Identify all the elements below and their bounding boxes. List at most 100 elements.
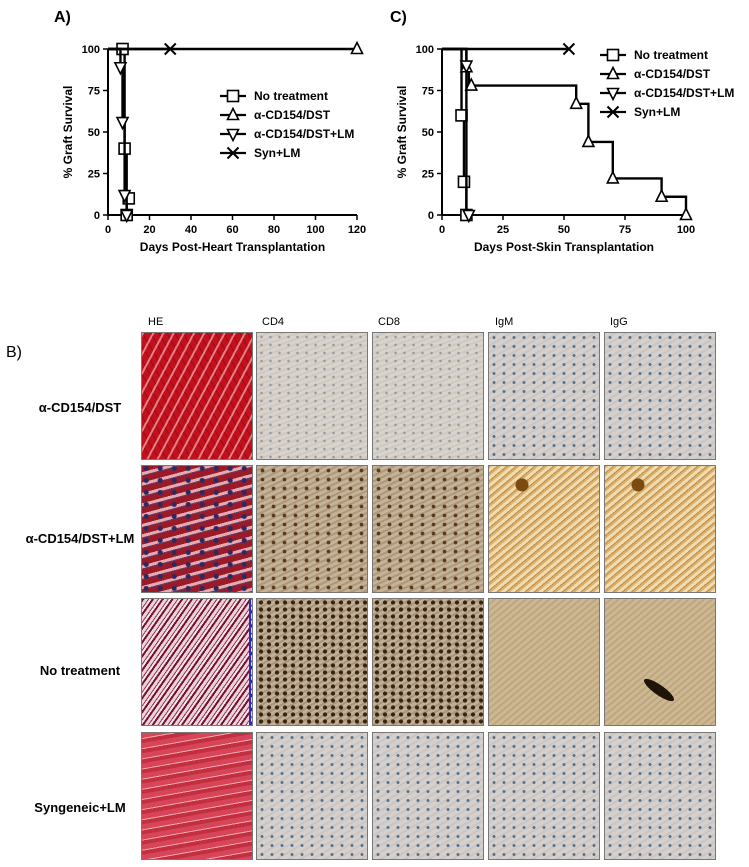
data-point-triangle-down: [459, 60, 474, 74]
panel-label: A): [54, 9, 71, 26]
legend-marker: [226, 128, 240, 143]
x-axis-label: Days Post-Skin Transplantation: [474, 240, 654, 254]
histology-he-no-treatment: [141, 598, 253, 726]
x-tick-label: 100: [677, 224, 695, 236]
row-label-cd154-dst-lm: α-CD154/DST+LM: [25, 531, 135, 546]
column-label-igg: IgG: [610, 316, 628, 328]
data-point-triangle-down: [119, 209, 134, 224]
data-point-triangle-up: [569, 95, 583, 110]
y-tick-label: 50: [88, 127, 100, 139]
histology-cd8-syngeneic-lm: [372, 732, 484, 860]
y-tick-label: 25: [422, 169, 434, 181]
x-tick-label: 80: [268, 224, 280, 236]
legend-marker: [606, 105, 620, 119]
data-point-triangle-up: [679, 206, 693, 221]
chart-c-skin: C) 0 25 50 75 100 0 25 50 75 100 Days Post-Skin Tra…: [390, 9, 734, 254]
histology-he-cd154-dst: [141, 332, 253, 460]
histology-igg-cd154-dst: [604, 332, 716, 460]
histology-cd8-cd154-dst: [372, 332, 484, 460]
legend-label: Syn+LM: [634, 105, 680, 119]
panel-label: C): [390, 9, 407, 26]
survival-charts: A) 0 25 50 75 100 0 20 40 60 80 100 120 Days Post-Hea…: [54, 9, 734, 254]
legend-marker: [606, 48, 620, 62]
legend-label: α-CD154/DST: [254, 108, 331, 122]
histology-igm-cd154-dst-lm: [488, 465, 600, 593]
histology-igg-no-treatment: [604, 598, 716, 726]
row-label-cd154-dst: α-CD154/DST: [38, 400, 122, 415]
row-label-no-treatment: No treatment: [39, 663, 121, 678]
legend-label: No treatment: [254, 89, 328, 103]
x-tick-label: 20: [143, 224, 155, 236]
legend-marker-stroke-2: [606, 105, 620, 119]
legend-label: α-CD154/DST+LM: [254, 127, 354, 141]
legend-label: α-CD154/DST: [634, 67, 711, 81]
histology-igm-no-treatment: [488, 598, 600, 726]
y-tick-label: 50: [422, 127, 434, 139]
legend-marker-stroke-2: [226, 146, 240, 160]
histology-he-cd154-dst-lm: [141, 465, 253, 593]
x-tick-label: 50: [558, 224, 570, 236]
histology-cd4-syngeneic-lm: [256, 732, 368, 860]
legend-marker: [606, 65, 620, 80]
panel-b-label: B): [6, 344, 22, 361]
legend-label: α-CD154/DST+LM: [634, 86, 734, 100]
data-point-triangle-up: [581, 133, 596, 148]
data-point-triangle-down: [462, 209, 476, 224]
x-tick-label: 100: [306, 224, 324, 236]
column-label-igm: IgM: [495, 316, 514, 328]
legend-marker: [226, 146, 240, 160]
x-tick-label: 40: [185, 224, 197, 236]
y-axis-label: % Graft Survival: [61, 86, 75, 179]
x-tick-label: 75: [619, 224, 631, 236]
column-label-cd8: CD8: [378, 316, 401, 328]
histology-cd4-cd154-dst: [256, 332, 368, 460]
y-tick-label: 100: [416, 44, 434, 56]
histology-cd8-cd154-dst-lm: [372, 465, 484, 593]
data-point-x: [164, 42, 177, 56]
column-label-he: HE: [148, 316, 164, 328]
data-point-triangle-down: [113, 61, 128, 76]
data-point-square: [457, 175, 471, 189]
legend-marker: [226, 89, 240, 103]
y-tick-label: 0: [94, 210, 100, 222]
row-label-syngeneic-lm: Syngeneic+LM: [34, 800, 126, 815]
y-tick-label: 75: [88, 86, 100, 98]
x-axis-label: Days Post-Heart Transplantation: [140, 240, 325, 254]
legend-label: No treatment: [634, 48, 708, 62]
data-point-triangle-up: [464, 77, 479, 91]
legend-label: Syn+LM: [254, 146, 300, 160]
y-axis-label: % Graft Survival: [395, 86, 409, 179]
histology-igg-cd154-dst-lm: [604, 465, 716, 593]
x-tick-label: 25: [497, 224, 509, 236]
y-tick-label: 75: [422, 86, 434, 98]
histology-cd4-no-treatment: [256, 598, 368, 726]
data-point-triangle-up: [606, 170, 620, 184]
histology-igm-cd154-dst: [488, 332, 600, 460]
x-tick-label: 60: [226, 224, 238, 236]
data-point-triangle-down: [115, 116, 130, 131]
y-tick-label: 100: [82, 44, 100, 56]
x-tick-label: 0: [439, 224, 445, 236]
legend-marker: [226, 106, 240, 121]
x-tick-label: 120: [348, 224, 366, 236]
x-tick-label: 0: [105, 224, 111, 236]
y-tick-label: 25: [88, 169, 100, 181]
data-point-x: [562, 42, 576, 56]
vessel-stain: [641, 675, 677, 705]
chart-a-heart: A) 0 25 50 75 100 0 20 40 60 80 100 120 Days Post-Hea…: [54, 9, 366, 254]
histology-cd8-no-treatment: [372, 598, 484, 726]
scale-line: [249, 599, 251, 725]
series-line-0: [442, 47, 468, 215]
data-point-x-stroke-2: [164, 42, 177, 56]
data-point-x-stroke-2: [562, 42, 576, 56]
data-point-triangle-up: [350, 40, 364, 55]
column-label-cd4: CD4: [262, 316, 285, 328]
data-point-triangle-up: [654, 188, 669, 203]
data-point-triangle-down: [117, 189, 132, 204]
legend-marker: [606, 87, 620, 102]
histology-he-syngeneic-lm: [141, 732, 253, 860]
histology-igg-syngeneic-lm: [604, 732, 716, 860]
y-tick-label: 0: [428, 210, 434, 222]
histology-igm-syngeneic-lm: [488, 732, 600, 860]
histology-cd4-cd154-dst-lm: [256, 465, 368, 593]
